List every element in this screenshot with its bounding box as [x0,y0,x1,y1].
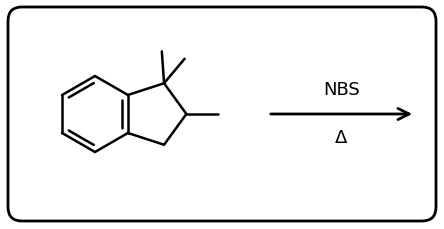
Text: NBS: NBS [323,81,360,98]
FancyBboxPatch shape [8,8,436,221]
Text: Δ: Δ [335,128,348,146]
